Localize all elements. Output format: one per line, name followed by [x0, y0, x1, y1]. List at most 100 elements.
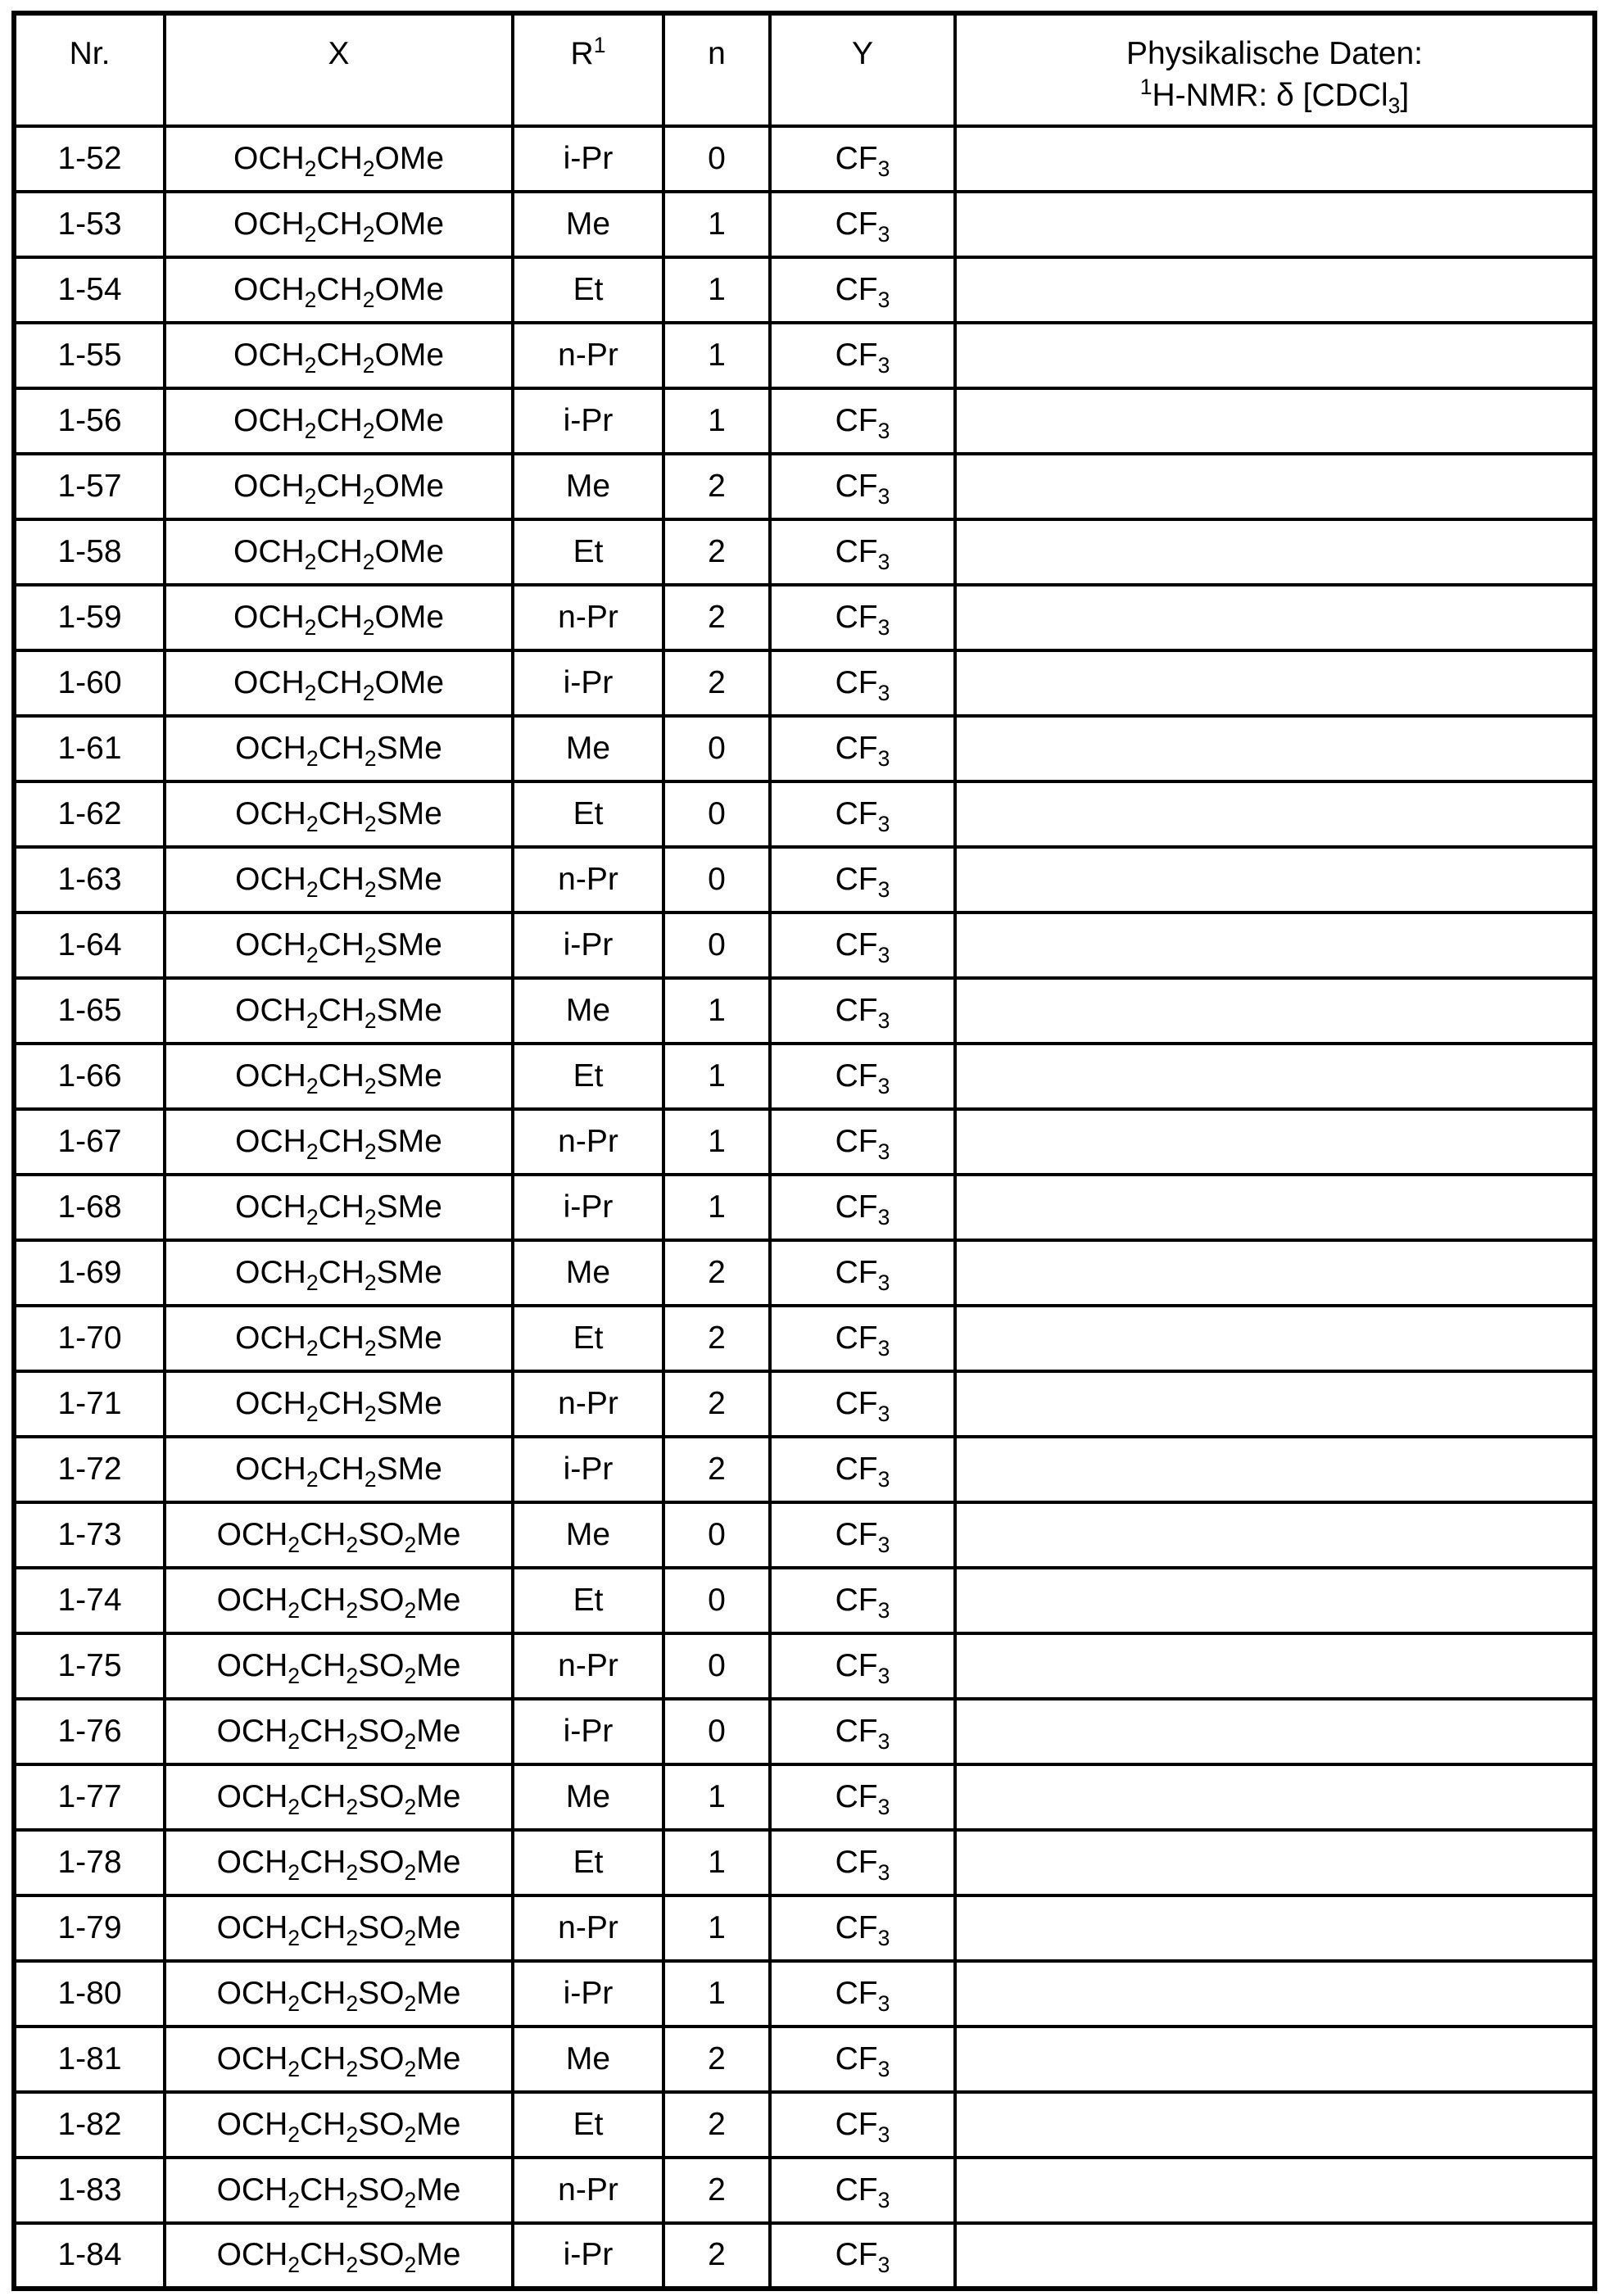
header-cell-n: n: [662, 11, 772, 128]
cell-nr: 1-82: [12, 2090, 166, 2159]
cell-physical-data: [953, 2025, 1596, 2094]
cell-physical-data: [953, 1828, 1596, 1897]
cell-y: CF3: [768, 2025, 957, 2094]
table-row: 1-75 OCH2CH2SO2Me n-Pr 0 CF3: [12, 1632, 1596, 1700]
cell-physical-data: [953, 1501, 1596, 1569]
cell-nr: 1-54: [12, 256, 166, 324]
cell-physical-data: [953, 780, 1596, 849]
header-cell-r1: R1: [511, 11, 665, 128]
cell-r1: Et: [511, 1304, 665, 1373]
cell-n: 0: [662, 125, 772, 193]
cell-n: 2: [662, 649, 772, 718]
cell-x: OCH2CH2SO2Me: [163, 1501, 514, 1569]
cell-y: CF3: [768, 2221, 957, 2290]
table-row: 1-67 OCH2CH2SMe n-Pr 1 CF3: [12, 1107, 1596, 1176]
table-row: 1-61 OCH2CH2SMe Me 0 CF3: [12, 714, 1596, 783]
cell-y: CF3: [768, 1566, 957, 1635]
table-row: 1-83 OCH2CH2SO2Me n-Pr 2 CF3: [12, 2156, 1596, 2225]
physical-data-subtitle: 1H-NMR: δ [CDCl3]: [1139, 74, 1410, 118]
table-row: 1-52 OCH2CH2OMe i-Pr 0 CF3: [12, 125, 1596, 193]
cell-n: 1: [662, 387, 772, 455]
cell-x: OCH2CH2SO2Me: [163, 2090, 514, 2159]
cell-nr: 1-62: [12, 780, 166, 849]
cell-nr: 1-84: [12, 2221, 166, 2290]
cell-physical-data: [953, 2156, 1596, 2225]
cell-x: OCH2CH2SO2Me: [163, 2025, 514, 2094]
cell-r1: n-Pr: [511, 583, 665, 652]
cell-y: CF3: [768, 1697, 957, 1766]
cell-x: OCH2CH2SO2Me: [163, 2221, 514, 2290]
cell-n: 0: [662, 1697, 772, 1766]
cell-y: CF3: [768, 1304, 957, 1373]
cell-r1: Me: [511, 2025, 665, 2094]
cell-x: OCH2CH2SO2Me: [163, 1959, 514, 2028]
cell-x: OCH2CH2SO2Me: [163, 1894, 514, 1963]
cell-physical-data: [953, 1304, 1596, 1373]
cell-nr: 1-75: [12, 1632, 166, 1700]
compound-data-table: Nr. X R1 n Y Physikalische Daten: 1H-NMR…: [11, 11, 1597, 2291]
cell-physical-data: [953, 2090, 1596, 2159]
cell-x: OCH2CH2OMe: [163, 518, 514, 586]
cell-x: OCH2CH2OMe: [163, 190, 514, 259]
cell-x: OCH2CH2SO2Me: [163, 1566, 514, 1635]
cell-nr: 1-69: [12, 1239, 166, 1307]
cell-y: CF3: [768, 649, 957, 718]
table-row: 1-78 OCH2CH2SO2Me Et 1 CF3: [12, 1828, 1596, 1897]
physical-data-title: Physikalische Daten:: [1125, 36, 1423, 71]
cell-r1: i-Pr: [511, 387, 665, 455]
cell-y: CF3: [768, 321, 957, 390]
cell-physical-data: [953, 1697, 1596, 1766]
table-row: 1-58 OCH2CH2OMe Et 2 CF3: [12, 518, 1596, 586]
table-row: 1-74 OCH2CH2SO2Me Et 0 CF3: [12, 1566, 1596, 1635]
cell-nr: 1-78: [12, 1828, 166, 1897]
cell-y: CF3: [768, 387, 957, 455]
cell-y: CF3: [768, 125, 957, 193]
cell-r1: i-Pr: [511, 649, 665, 718]
table-body: 1-52 OCH2CH2OMe i-Pr 0 CF3 1-53 OCH2CH2O…: [12, 125, 1596, 2290]
cell-x: OCH2CH2OMe: [163, 649, 514, 718]
cell-nr: 1-64: [12, 911, 166, 980]
cell-y: CF3: [768, 780, 957, 849]
table-row: 1-84 OCH2CH2SO2Me i-Pr 2 CF3: [12, 2221, 1596, 2290]
table-row: 1-76 OCH2CH2SO2Me i-Pr 0 CF3: [12, 1697, 1596, 1766]
cell-x: OCH2CH2SMe: [163, 1435, 514, 1504]
cell-r1: n-Pr: [511, 2156, 665, 2225]
cell-x: OCH2CH2SMe: [163, 780, 514, 849]
cell-x: OCH2CH2SMe: [163, 1239, 514, 1307]
cell-physical-data: [953, 1042, 1596, 1111]
table-row: 1-65 OCH2CH2SMe Me 1 CF3: [12, 976, 1596, 1045]
cell-physical-data: [953, 583, 1596, 652]
cell-n: 0: [662, 1501, 772, 1569]
cell-y: CF3: [768, 2090, 957, 2159]
table-row: 1-55 OCH2CH2OMe n-Pr 1 CF3: [12, 321, 1596, 390]
cell-r1: Me: [511, 714, 665, 783]
cell-nr: 1-58: [12, 518, 166, 586]
cell-nr: 1-76: [12, 1697, 166, 1766]
table-row: 1-62 OCH2CH2SMe Et 0 CF3: [12, 780, 1596, 849]
cell-n: 0: [662, 714, 772, 783]
cell-y: CF3: [768, 1435, 957, 1504]
cell-physical-data: [953, 1566, 1596, 1635]
cell-physical-data: [953, 1239, 1596, 1307]
cell-y: CF3: [768, 1042, 957, 1111]
cell-n: 2: [662, 1370, 772, 1438]
cell-nr: 1-68: [12, 1173, 166, 1242]
cell-r1: Me: [511, 1239, 665, 1307]
header-cell-nr: Nr.: [12, 11, 166, 128]
table-row: 1-70 OCH2CH2SMe Et 2 CF3: [12, 1304, 1596, 1373]
cell-n: 1: [662, 1828, 772, 1897]
cell-y: CF3: [768, 1107, 957, 1176]
cell-x: OCH2CH2SO2Me: [163, 2156, 514, 2225]
cell-physical-data: [953, 976, 1596, 1045]
cell-physical-data: [953, 714, 1596, 783]
table-row: 1-54 OCH2CH2OMe Et 1 CF3: [12, 256, 1596, 324]
cell-n: 2: [662, 583, 772, 652]
cell-x: OCH2CH2SMe: [163, 1370, 514, 1438]
cell-nr: 1-52: [12, 125, 166, 193]
table-row: 1-66 OCH2CH2SMe Et 1 CF3: [12, 1042, 1596, 1111]
header-cell-x: X: [163, 11, 514, 128]
cell-r1: Me: [511, 1763, 665, 1832]
table-row: 1-71 OCH2CH2SMe n-Pr 2 CF3: [12, 1370, 1596, 1438]
cell-n: 1: [662, 1107, 772, 1176]
cell-n: 2: [662, 518, 772, 586]
